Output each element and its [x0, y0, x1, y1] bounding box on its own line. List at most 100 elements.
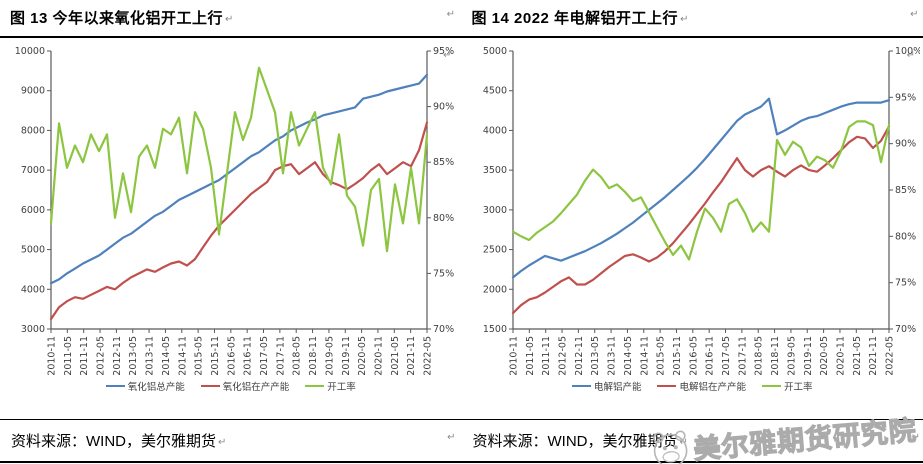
- legend-label: 开工率: [784, 382, 813, 393]
- svg-text:3000: 3000: [483, 205, 507, 216]
- svg-text:2010-11: 2010-11: [508, 336, 519, 376]
- svg-text:2017-05: 2017-05: [259, 336, 270, 376]
- svg-text:2013-11: 2013-11: [145, 336, 156, 376]
- paragraph-mark-icon: ↵: [447, 432, 456, 443]
- title-row: 图 13 今年以来氧化铝开工上行 ↵ ↵ 图 14 2022 年电解铝开工上行 ↵ …: [0, 0, 923, 38]
- legend-line-swatch: [105, 384, 125, 388]
- svg-text:2015-05: 2015-05: [194, 336, 205, 376]
- svg-text:4000: 4000: [483, 125, 507, 136]
- svg-text:2015-05: 2015-05: [655, 336, 666, 376]
- svg-text:2017-05: 2017-05: [721, 336, 732, 376]
- electrolytic-chart-legend: 电解铝产能 电解铝在产产能 开工率: [462, 379, 923, 393]
- svg-text:2016-11: 2016-11: [704, 336, 715, 376]
- svg-text:2019-05: 2019-05: [786, 336, 797, 376]
- svg-text:2019-11: 2019-11: [803, 336, 814, 376]
- svg-text:2021-05: 2021-05: [390, 336, 401, 376]
- svg-text:4000: 4000: [21, 284, 45, 295]
- paragraph-mark-icon: ↵: [906, 50, 915, 61]
- paragraph-mark-icon: ↵: [679, 437, 688, 448]
- svg-text:2018-05: 2018-05: [753, 336, 764, 376]
- legend-label: 电解铝产能: [593, 382, 642, 393]
- svg-text:10000: 10000: [15, 46, 45, 57]
- svg-text:2018-11: 2018-11: [308, 336, 319, 376]
- svg-text:3500: 3500: [483, 165, 507, 176]
- legend-label: 氧化铝总产能: [127, 382, 185, 393]
- paragraph-mark-icon: ↵: [911, 432, 920, 443]
- paragraph-mark-icon: ↵: [680, 14, 689, 25]
- svg-text:2018-05: 2018-05: [292, 336, 303, 376]
- legend-line-swatch: [200, 384, 220, 388]
- electrolytic-aluminum-line-chart: 1500 2000 2500 3000 3500 4000 4500 5000 70% 75% 80…: [483, 46, 920, 376]
- legend-line-swatch: [305, 384, 325, 388]
- svg-text:2017-11: 2017-11: [276, 336, 287, 376]
- svg-text:4500: 4500: [483, 86, 507, 97]
- svg-text:70%: 70%: [433, 324, 454, 335]
- legend-label: 开工率: [327, 382, 356, 393]
- svg-text:75%: 75%: [895, 278, 916, 289]
- svg-text:2012-05: 2012-05: [557, 336, 568, 376]
- legend-label: 氧化铝在产产能: [222, 382, 290, 393]
- legend-item: 开工率: [762, 379, 813, 393]
- legend-item: 电解铝产能: [571, 379, 642, 393]
- svg-text:8000: 8000: [21, 125, 45, 136]
- alumina-chart-cell: 3000 4000 5000 6000 7000 8000 9000 10000 70% 75% 8…: [0, 38, 462, 419]
- svg-text:2022-05: 2022-05: [423, 336, 434, 376]
- svg-text:2017-11: 2017-11: [737, 336, 748, 376]
- svg-text:90%: 90%: [895, 139, 916, 150]
- paragraph-mark-icon: ↵: [910, 9, 919, 20]
- svg-text:2021-05: 2021-05: [852, 336, 863, 376]
- legend-item: 电解铝在产产能: [657, 379, 746, 393]
- svg-text:2022-05: 2022-05: [884, 336, 895, 376]
- svg-text:2012-05: 2012-05: [96, 336, 107, 376]
- chart-row: 3000 4000 5000 6000 7000 8000 9000 10000 70% 75% 8…: [0, 38, 923, 419]
- svg-text:80%: 80%: [895, 231, 916, 242]
- svg-text:2013-05: 2013-05: [590, 336, 601, 376]
- svg-text:75%: 75%: [433, 268, 454, 279]
- svg-text:2016-11: 2016-11: [243, 336, 254, 376]
- svg-text:2012-11: 2012-11: [112, 336, 123, 376]
- svg-text:2013-05: 2013-05: [128, 336, 139, 376]
- svg-text:7000: 7000: [21, 165, 45, 176]
- svg-text:2015-11: 2015-11: [672, 336, 683, 376]
- figure13-title: 图 13 今年以来氧化铝开工上行: [10, 10, 224, 27]
- svg-text:2014-05: 2014-05: [161, 336, 172, 376]
- svg-text:100%: 100%: [895, 46, 920, 57]
- svg-text:2014-05: 2014-05: [623, 336, 634, 376]
- svg-text:2014-11: 2014-11: [639, 336, 650, 376]
- svg-text:85%: 85%: [433, 157, 454, 168]
- figure13-title-cell: 图 13 今年以来氧化铝开工上行 ↵ ↵: [0, 0, 462, 36]
- legend-line-swatch: [657, 384, 677, 388]
- svg-text:2500: 2500: [483, 245, 507, 256]
- svg-text:2011-05: 2011-05: [525, 336, 536, 376]
- left-source-cell: 资料来源：WIND，美尔雅期货 ↵ ↵: [0, 420, 462, 461]
- right-source-cell: 资料来源：WIND，美尔雅期货 ↵ ↵: [462, 420, 923, 461]
- paragraph-mark-icon: ↵: [218, 437, 227, 448]
- source-row: 资料来源：WIND，美尔雅期货 ↵ ↵ 资料来源：WIND，美尔雅期货 ↵ ↵: [0, 419, 923, 463]
- paragraph-mark-icon: ↵: [446, 9, 456, 20]
- svg-text:85%: 85%: [895, 185, 916, 196]
- svg-text:2011-11: 2011-11: [541, 336, 552, 376]
- svg-text:2020-11: 2020-11: [835, 336, 846, 376]
- legend-item: 氧化铝总产能: [105, 379, 185, 393]
- svg-text:2020-11: 2020-11: [374, 336, 385, 376]
- svg-text:95%: 95%: [895, 92, 916, 103]
- paragraph-mark-icon: ↵: [443, 50, 452, 61]
- svg-text:2018-11: 2018-11: [770, 336, 781, 376]
- svg-text:5000: 5000: [483, 46, 507, 57]
- svg-text:2019-05: 2019-05: [325, 336, 336, 376]
- svg-text:6000: 6000: [21, 205, 45, 216]
- svg-text:2016-05: 2016-05: [688, 336, 699, 376]
- svg-text:2000: 2000: [483, 284, 507, 295]
- legend-line-swatch: [571, 384, 591, 388]
- svg-text:2014-11: 2014-11: [178, 336, 189, 376]
- svg-text:2021-11: 2021-11: [406, 336, 417, 376]
- svg-text:2019-11: 2019-11: [341, 336, 352, 376]
- svg-text:2012-11: 2012-11: [574, 336, 585, 376]
- svg-text:2020-05: 2020-05: [357, 336, 368, 376]
- svg-text:2013-11: 2013-11: [606, 336, 617, 376]
- left-source-text: 资料来源：WIND，美尔雅期货: [11, 433, 216, 450]
- svg-text:80%: 80%: [433, 213, 454, 224]
- legend-item: 开工率: [305, 379, 356, 393]
- svg-text:2015-11: 2015-11: [210, 336, 221, 376]
